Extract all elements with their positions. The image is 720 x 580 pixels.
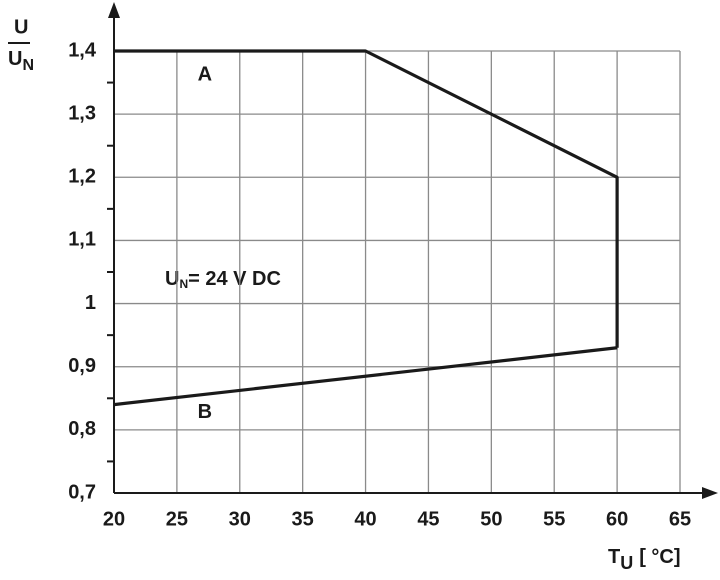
y-axis-label: U UN	[8, 16, 34, 74]
x-tick-label: 60	[606, 508, 628, 530]
x-tick-label: 50	[480, 508, 502, 530]
y-tick-label: 0,8	[68, 418, 96, 440]
x-tick-label: 30	[229, 508, 251, 530]
y-tick-label: 0,7	[68, 481, 96, 503]
y-tick-label: 1,1	[68, 229, 96, 251]
y-tick-label: 1,2	[68, 166, 96, 188]
x-tick-label: 55	[543, 508, 565, 530]
y-tick-label: 1,3	[68, 102, 96, 124]
series-line	[113, 346, 618, 407]
y-label-top: U	[14, 16, 28, 38]
series-label: A	[198, 63, 212, 85]
y-tick-label: 1	[85, 292, 96, 314]
annotation: UN= 24 V DC	[165, 268, 281, 291]
series-label: B	[198, 401, 212, 423]
x-tick-label: 35	[292, 508, 314, 530]
y-tick-label: 0,9	[68, 355, 96, 377]
x-tick-label: 45	[417, 508, 439, 530]
y-label-bottom: UN	[8, 48, 34, 74]
x-tick-label: 20	[103, 508, 125, 530]
x-tick-label: 40	[354, 508, 376, 530]
y-tick-label: 1,4	[68, 39, 97, 61]
x-tick-label: 65	[669, 508, 691, 530]
series-line	[114, 49, 619, 348]
y-axis-arrow	[108, 2, 120, 18]
x-axis-label: TU[ °C]	[608, 546, 681, 572]
x-axis-arrow	[702, 487, 718, 499]
x-tick-label: 25	[166, 508, 188, 530]
